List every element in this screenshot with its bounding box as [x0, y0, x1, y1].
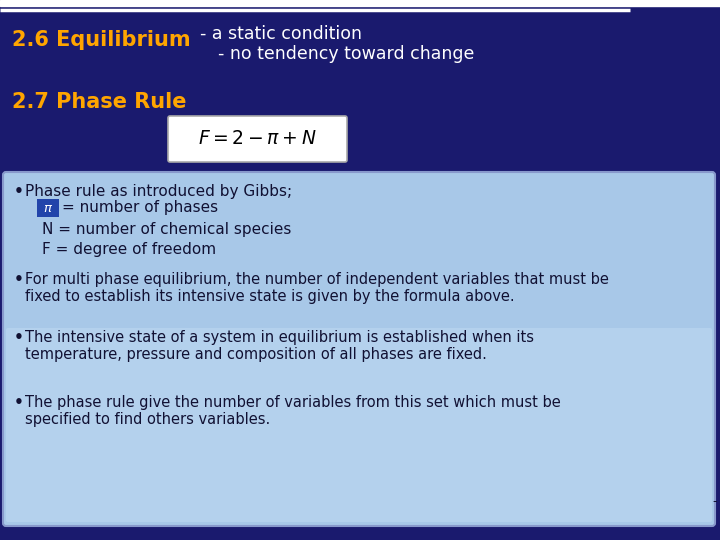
Text: •: •	[14, 184, 24, 199]
Text: specified to find others variables.: specified to find others variables.	[25, 412, 270, 427]
Text: -: -	[712, 495, 716, 508]
Text: •: •	[14, 272, 24, 287]
Text: - a static condition: - a static condition	[200, 25, 362, 43]
Text: Phase rule as introduced by Gibbs;: Phase rule as introduced by Gibbs;	[25, 184, 292, 199]
Text: N = number of chemical species: N = number of chemical species	[42, 222, 292, 237]
Text: temperature, pressure and composition of all phases are fixed.: temperature, pressure and composition of…	[25, 347, 487, 362]
FancyBboxPatch shape	[168, 116, 347, 162]
Text: •: •	[14, 395, 24, 410]
Text: •: •	[14, 330, 24, 345]
Text: For multi phase equilibrium, the number of independent variables that must be: For multi phase equilibrium, the number …	[25, 272, 609, 287]
FancyBboxPatch shape	[3, 172, 715, 526]
Bar	[0, 0, 720, 6]
Text: $\pi$: $\pi$	[43, 201, 53, 214]
Text: The phase rule give the number of variables from this set which must be: The phase rule give the number of variab…	[25, 395, 561, 410]
Text: 2.6 Equilibrium: 2.6 Equilibrium	[12, 30, 191, 50]
Text: The intensive state of a system in equilibrium is established when its: The intensive state of a system in equil…	[25, 330, 534, 345]
FancyBboxPatch shape	[6, 328, 712, 522]
Text: - no tendency toward change: - no tendency toward change	[218, 45, 474, 63]
FancyBboxPatch shape	[37, 199, 59, 217]
Text: F = degree of freedom: F = degree of freedom	[42, 242, 216, 257]
Text: fixed to establish its intensive state is given by the formula above.: fixed to establish its intensive state i…	[25, 289, 515, 304]
Text: 2.7 Phase Rule: 2.7 Phase Rule	[12, 92, 186, 112]
Text: $F = 2 - \pi + N$: $F = 2 - \pi + N$	[198, 130, 316, 148]
Text: = number of phases: = number of phases	[62, 200, 218, 215]
